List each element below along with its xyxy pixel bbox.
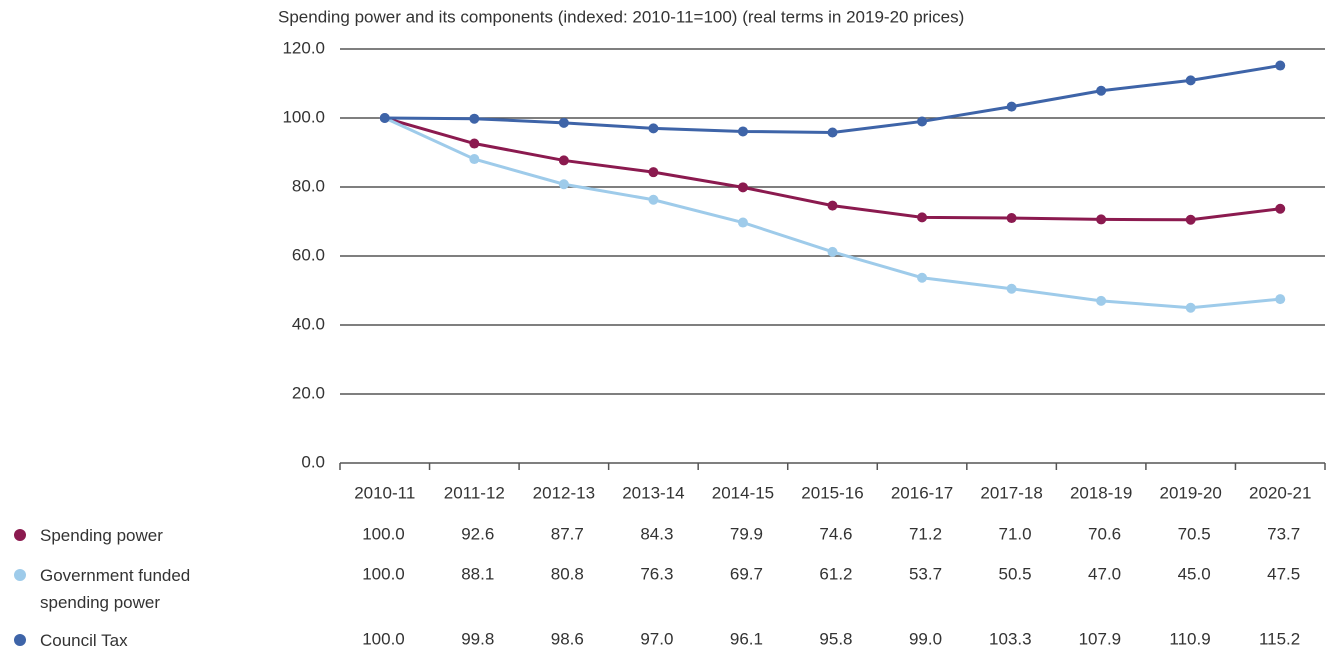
y-tick-label: 60.0 — [292, 245, 325, 264]
y-tick-label: 0.0 — [301, 452, 325, 471]
point — [1185, 214, 1196, 225]
table-value: 115.2 — [1259, 629, 1300, 648]
table-value: 73.7 — [1267, 524, 1300, 543]
table-value: 53.7 — [909, 564, 942, 583]
table-value: 50.5 — [998, 564, 1031, 583]
table-value: 107.9 — [1079, 629, 1122, 648]
legend-marker — [14, 569, 26, 581]
point — [827, 200, 838, 211]
series-line — [384, 116, 1281, 310]
table-value: 99.0 — [909, 629, 942, 648]
table-value: 103.3 — [989, 629, 1032, 648]
point — [1275, 294, 1286, 305]
y-tick-label: 120.0 — [282, 38, 325, 57]
table-value: 69.7 — [730, 564, 763, 583]
x-tick-label: 2012-13 — [533, 483, 595, 502]
table-value: 99.8 — [461, 629, 494, 648]
table-value: 80.8 — [551, 564, 584, 583]
x-tick-label: 2010-11 — [354, 483, 415, 502]
x-tick-label: 2017-18 — [980, 483, 1042, 502]
point — [1096, 85, 1107, 96]
point — [737, 182, 748, 193]
point — [558, 179, 569, 190]
table-value: 76.3 — [640, 564, 673, 583]
table-value: 45.0 — [1178, 564, 1211, 583]
table-value: 95.8 — [819, 629, 852, 648]
table-value: 87.7 — [551, 524, 584, 543]
table-value: 88.1 — [461, 564, 494, 583]
table-value: 110.9 — [1169, 629, 1210, 648]
point — [648, 123, 659, 134]
x-tick-label: 2018-19 — [1070, 483, 1132, 502]
y-tick-label: 100.0 — [282, 107, 325, 126]
point — [737, 126, 748, 137]
table-value: 71.2 — [909, 524, 942, 543]
y-tick-label: 40.0 — [292, 314, 325, 333]
table-value: 100.0 — [362, 629, 405, 648]
point — [827, 246, 838, 257]
point — [1006, 213, 1017, 224]
legend-label: Council Tax — [40, 631, 128, 650]
point — [469, 138, 480, 149]
point — [1096, 295, 1107, 306]
legend-label: Government funded spending power — [40, 566, 191, 612]
x-tick-label: 2011-12 — [444, 483, 505, 502]
point — [917, 272, 928, 283]
point — [1275, 203, 1286, 214]
point — [469, 154, 480, 165]
table-value: 97.0 — [640, 629, 673, 648]
table-value: 47.5 — [1267, 564, 1300, 583]
point — [558, 117, 569, 128]
y-tick-label: 80.0 — [292, 176, 325, 195]
point — [737, 217, 748, 228]
table-value: 100.0 — [362, 524, 405, 543]
table-value: 71.0 — [998, 524, 1031, 543]
table-value: 79.9 — [730, 524, 763, 543]
x-tick-label: 2019-20 — [1159, 483, 1221, 502]
point — [469, 113, 480, 124]
point — [917, 116, 928, 127]
point — [648, 167, 659, 178]
point — [1006, 283, 1017, 294]
table-value: 100.0 — [362, 564, 405, 583]
table-value: 92.6 — [461, 524, 494, 543]
table-value: 70.5 — [1178, 524, 1211, 543]
point — [917, 212, 928, 223]
legend-marker — [14, 634, 26, 646]
x-tick-label: 2015-16 — [801, 483, 863, 502]
point — [379, 113, 390, 123]
legend-marker — [14, 529, 26, 541]
x-tick-label: 2016-17 — [891, 483, 953, 502]
point — [1185, 75, 1196, 86]
point — [1006, 101, 1017, 112]
legend-label: Spending power — [40, 526, 163, 545]
table-value: 61.2 — [819, 564, 852, 583]
x-tick-label: 2020-21 — [1249, 483, 1311, 502]
series-line — [384, 64, 1281, 134]
point — [558, 155, 569, 166]
x-tick-label: 2014-15 — [712, 483, 774, 502]
y-tick-label: 20.0 — [292, 383, 325, 402]
point — [827, 127, 838, 138]
table-value: 74.6 — [819, 524, 852, 543]
table-value: 47.0 — [1088, 564, 1121, 583]
table-value: 84.3 — [640, 524, 673, 543]
table-value: 98.6 — [551, 629, 584, 648]
point — [1275, 60, 1286, 71]
point — [1185, 302, 1196, 313]
point — [648, 194, 659, 205]
point — [1096, 214, 1107, 225]
table-value: 70.6 — [1088, 524, 1121, 543]
table-value: 96.1 — [730, 629, 763, 648]
chart-title: Spending power and its components (index… — [278, 7, 964, 26]
x-tick-label: 2013-14 — [622, 483, 684, 502]
